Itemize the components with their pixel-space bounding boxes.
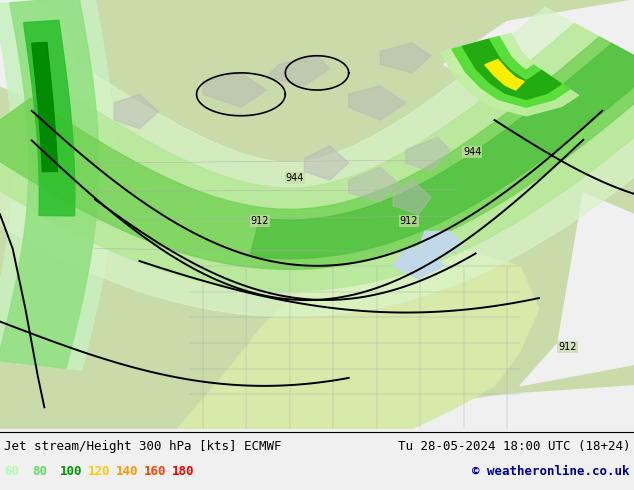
- Polygon shape: [0, 7, 634, 317]
- Polygon shape: [304, 146, 349, 180]
- Polygon shape: [32, 43, 58, 172]
- Polygon shape: [393, 249, 444, 279]
- Polygon shape: [380, 43, 431, 73]
- Text: 944: 944: [286, 173, 304, 183]
- Polygon shape: [418, 232, 463, 257]
- Polygon shape: [440, 33, 578, 116]
- Polygon shape: [0, 37, 634, 270]
- Polygon shape: [0, 24, 634, 291]
- Text: Tu 28-05-2024 18:00 UTC (18+24): Tu 28-05-2024 18:00 UTC (18+24): [398, 441, 630, 453]
- Polygon shape: [0, 0, 634, 429]
- Text: 912: 912: [558, 343, 577, 352]
- Polygon shape: [406, 137, 450, 172]
- Text: 912: 912: [399, 216, 418, 226]
- Polygon shape: [250, 44, 634, 259]
- Polygon shape: [178, 249, 539, 429]
- Text: 180: 180: [172, 466, 195, 478]
- Polygon shape: [190, 386, 634, 429]
- Polygon shape: [266, 56, 330, 86]
- Text: 120: 120: [88, 466, 110, 478]
- Text: 160: 160: [144, 466, 167, 478]
- Polygon shape: [23, 20, 75, 216]
- Polygon shape: [444, 0, 634, 86]
- Text: 140: 140: [116, 466, 138, 478]
- Polygon shape: [114, 94, 158, 129]
- Text: 60: 60: [4, 466, 19, 478]
- Text: 944: 944: [463, 147, 481, 157]
- Text: 80: 80: [32, 466, 47, 478]
- Polygon shape: [0, 0, 115, 370]
- Polygon shape: [485, 59, 524, 90]
- Text: 912: 912: [250, 216, 269, 226]
- Polygon shape: [349, 167, 399, 201]
- Text: 100: 100: [60, 466, 82, 478]
- Polygon shape: [0, 0, 76, 107]
- Polygon shape: [203, 73, 266, 107]
- Polygon shape: [463, 39, 562, 99]
- Polygon shape: [393, 180, 431, 215]
- Text: © weatheronline.co.uk: © weatheronline.co.uk: [472, 466, 630, 478]
- Polygon shape: [349, 86, 406, 120]
- Polygon shape: [452, 37, 569, 107]
- Text: Jet stream/Height 300 hPa [kts] ECMWF: Jet stream/Height 300 hPa [kts] ECMWF: [4, 441, 281, 453]
- Polygon shape: [0, 0, 99, 368]
- Polygon shape: [520, 193, 634, 386]
